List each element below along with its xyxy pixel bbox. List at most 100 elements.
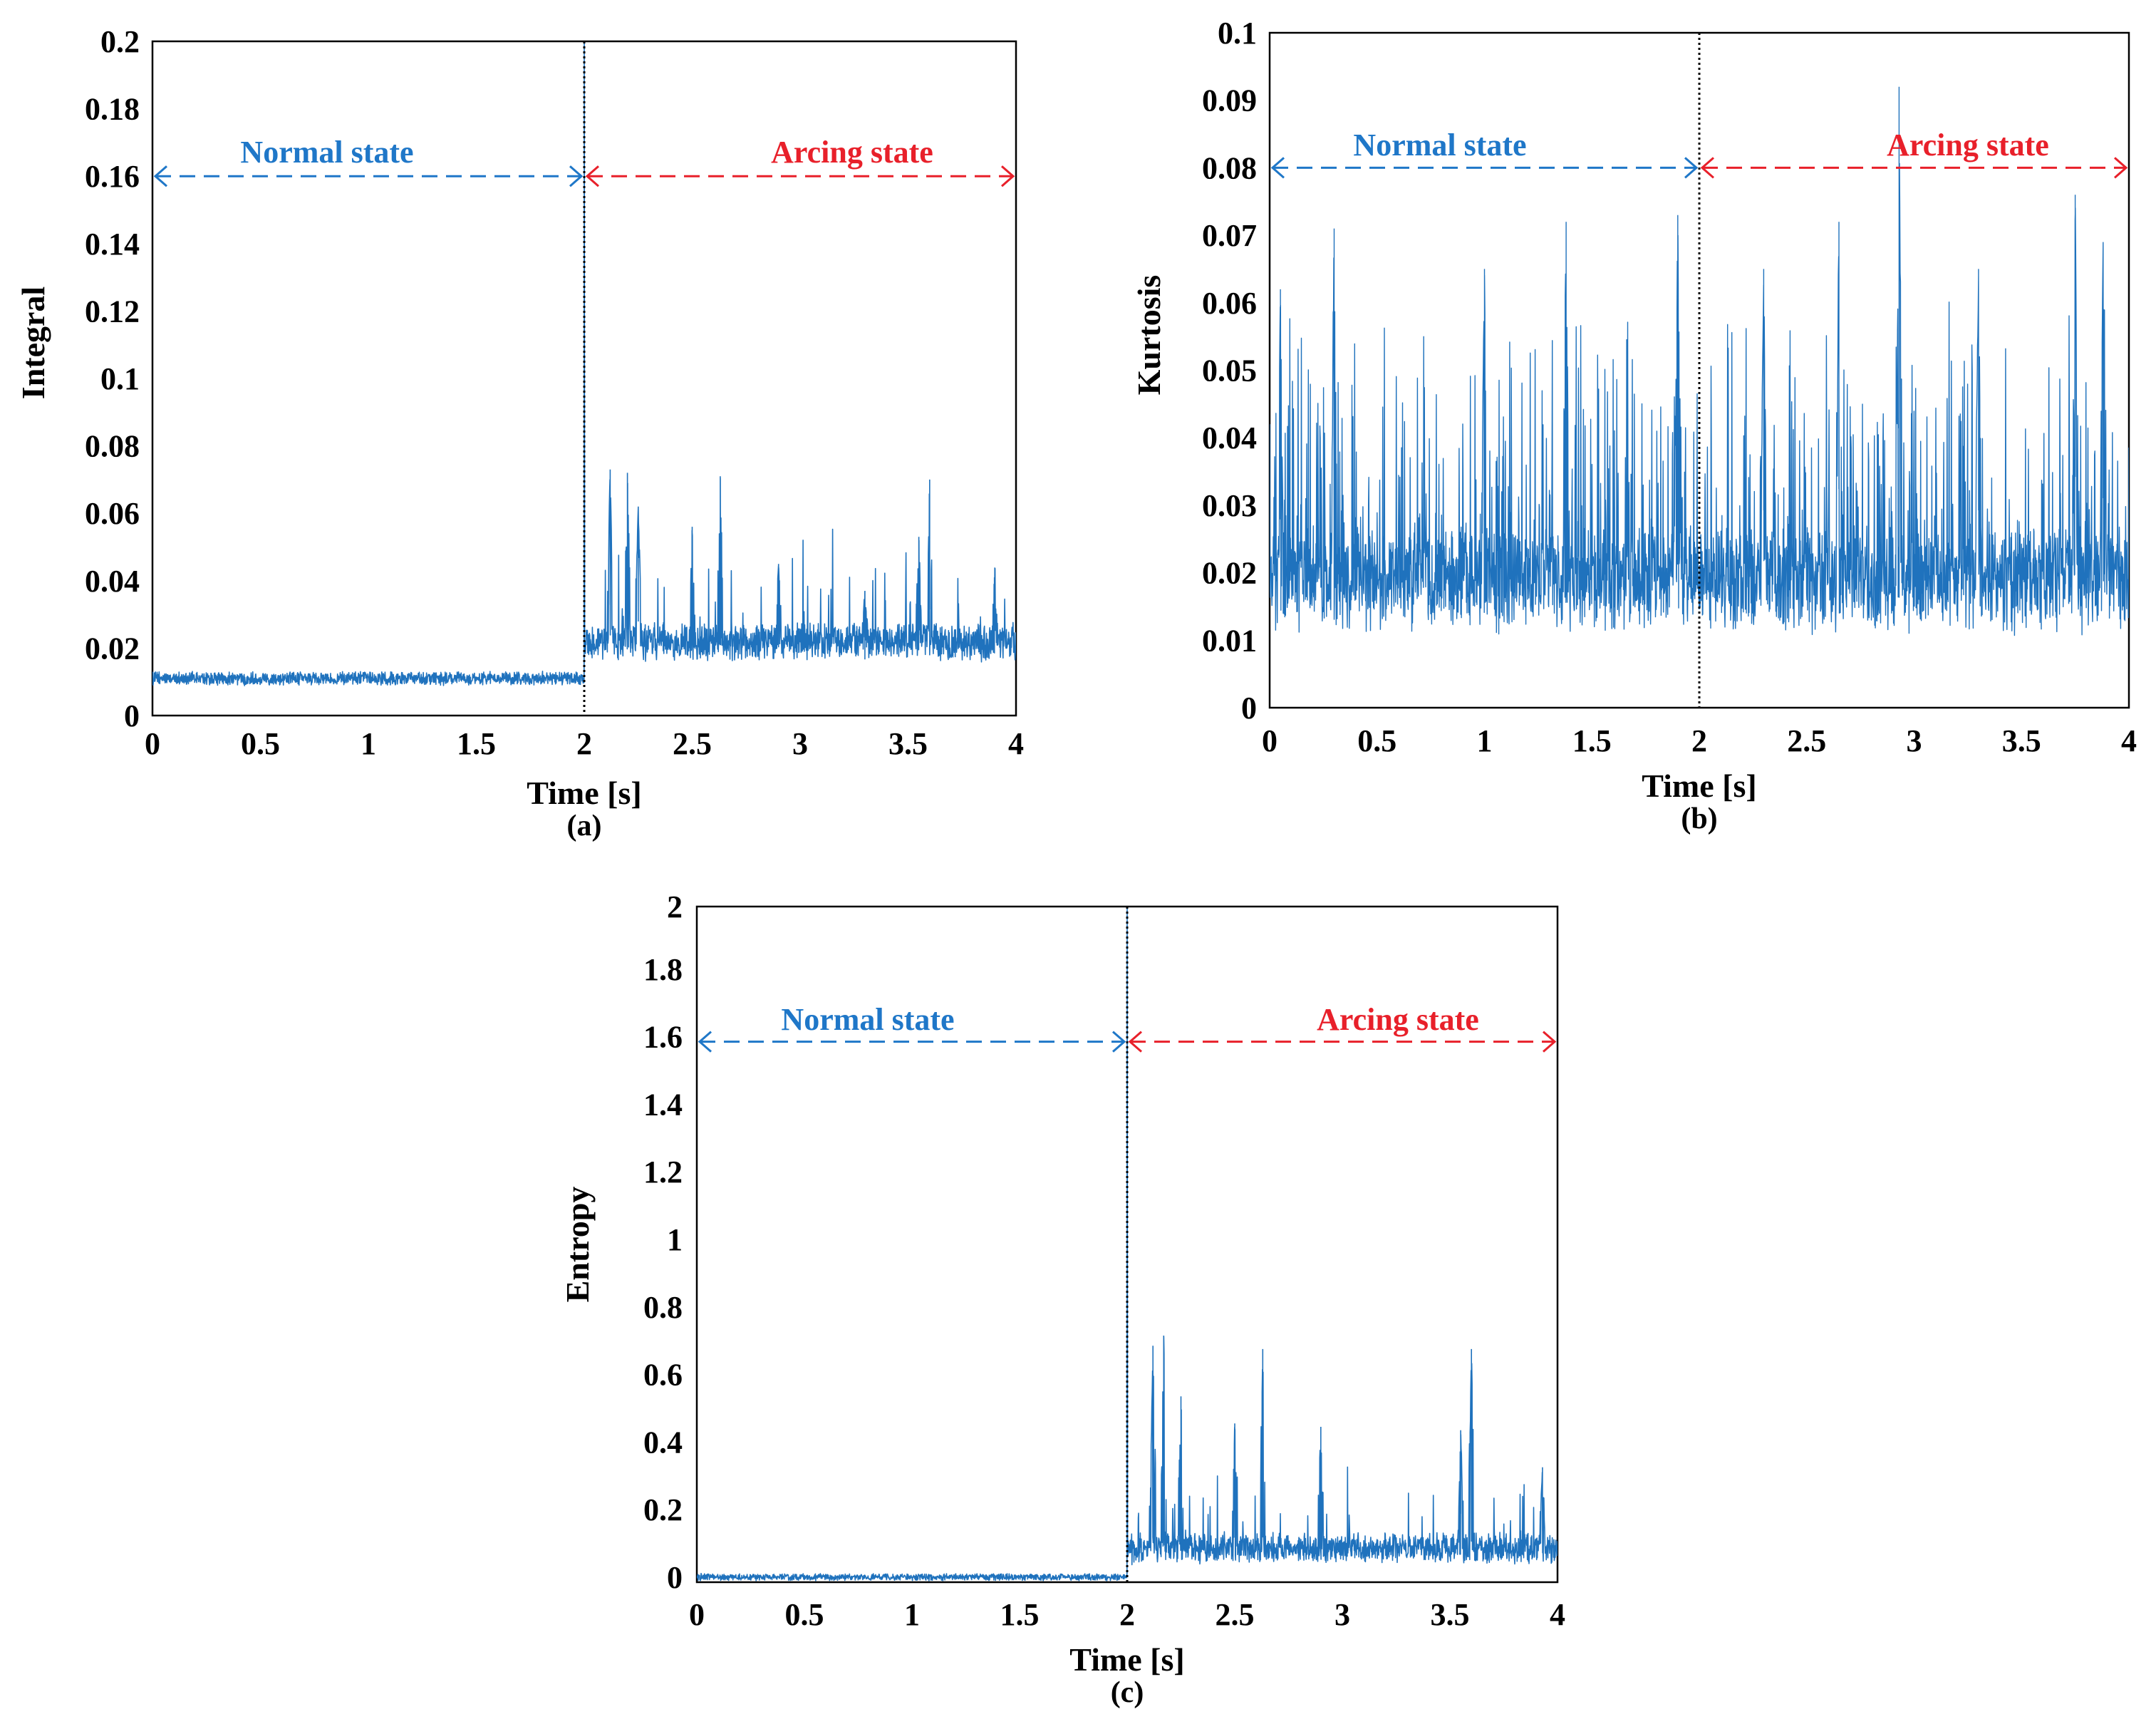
normal-state-arrowhead-right [1112, 1031, 1126, 1053]
y-tick-label: 0.08 [85, 429, 140, 464]
y-tick-label: 0.1 [1218, 16, 1257, 51]
x-tick-label: 1 [904, 1597, 920, 1632]
y-tick-label: 0.18 [85, 92, 140, 127]
arcing-state-label: Arcing state [1317, 1002, 1479, 1037]
x-tick-label: 4 [1550, 1597, 1565, 1632]
y-tick-label: 0.07 [1202, 218, 1257, 253]
y-axis-label: Kurtosis [1131, 275, 1167, 396]
y-ticks: 0 0.02 0.04 0.06 0.08 0.1 0.12 0.14 0.16… [85, 24, 140, 733]
x-tick-label: 2.5 [1787, 723, 1826, 758]
x-tick-label: 4 [2121, 723, 2137, 758]
y-tick-label: 0.08 [1202, 150, 1257, 185]
x-tick-label: 0 [689, 1597, 705, 1632]
y-tick-label: 0.02 [85, 631, 140, 666]
y-tick-label: 1.2 [643, 1155, 683, 1189]
x-tick-label: 4 [1008, 726, 1024, 761]
y-tick-label: 0.06 [85, 496, 140, 531]
y-tick-label: 0.06 [1202, 286, 1257, 321]
y-tick-label: 0.1 [100, 361, 140, 396]
plot-content [152, 41, 1016, 716]
normal-state-label: Normal state [1353, 128, 1526, 162]
x-axis-label: Time [s] [1642, 768, 1756, 804]
normal-state-arrowhead-right [569, 165, 584, 187]
normal-state-arrowhead-left [1270, 157, 1285, 179]
x-tick-label: 3.5 [1431, 1597, 1470, 1632]
x-tick-label: 0 [145, 726, 160, 761]
arcing-state-label: Arcing state [771, 135, 933, 170]
y-tick-label: 0.09 [1202, 83, 1257, 118]
arcing-state-arrowhead-right [1543, 1031, 1557, 1053]
normal-state-arrowhead-right [1684, 157, 1699, 179]
arcing-state-arrowhead-right [2114, 157, 2128, 179]
y-tick-label: 0.04 [1202, 420, 1257, 455]
chart-panel-c: 0 0.5 1 1.5 2 2.5 3 3.5 4 0 0.2 0.4 0.6 … [559, 889, 1565, 1709]
panel-label: (c) [1111, 1676, 1144, 1709]
chart-panel-b: 0 0.5 1 1.5 2 2.5 3 3.5 4 0 0.01 0.02 0.… [1131, 16, 2137, 835]
x-tick-label: 3 [1334, 1597, 1350, 1632]
y-tick-label: 1.8 [643, 952, 683, 987]
panel-label: (a) [567, 810, 602, 842]
x-axis-label: Time [s] [527, 775, 641, 811]
x-tick-label: 2 [1691, 723, 1707, 758]
x-tick-label: 3.5 [888, 726, 928, 761]
y-tick-label: 0 [667, 1560, 683, 1595]
y-tick-label: 0 [124, 698, 140, 733]
y-ticks: 0 0.2 0.4 0.6 0.8 1 1.2 1.4 1.6 1.8 2 [643, 889, 683, 1595]
y-tick-label: 0.04 [85, 564, 140, 599]
y-tick-label: 0.03 [1202, 488, 1257, 523]
arcing-state-label: Arcing state [1887, 128, 2049, 162]
y-tick-label: 0.16 [85, 159, 140, 194]
x-ticks: 0 0.5 1 1.5 2 2.5 3 3.5 4 [145, 726, 1024, 761]
y-tick-label: 0.6 [643, 1358, 683, 1393]
x-tick-label: 3 [792, 726, 808, 761]
x-tick-label: 2 [1119, 1597, 1135, 1632]
y-tick-label: 1.6 [643, 1020, 683, 1055]
y-tick-label: 2 [667, 889, 683, 924]
x-tick-label: 2.5 [673, 726, 712, 761]
normal-state-arrowhead-left [153, 165, 167, 187]
x-tick-label: 0.5 [785, 1597, 824, 1632]
y-tick-label: 0.12 [85, 294, 140, 329]
y-tick-label: 0.4 [643, 1425, 683, 1460]
x-axis-label: Time [s] [1069, 1641, 1184, 1678]
y-tick-label: 0.14 [85, 227, 140, 262]
y-axis-label: Entropy [559, 1187, 596, 1303]
x-tick-label: 1 [361, 726, 376, 761]
x-ticks: 0 0.5 1 1.5 2 2.5 3 3.5 4 [689, 1597, 1565, 1632]
x-ticks: 0 0.5 1 1.5 2 2.5 3 3.5 4 [1262, 723, 2137, 758]
y-ticks: 0 0.01 0.02 0.03 0.04 0.05 0.06 0.07 0.0… [1202, 16, 1257, 726]
y-tick-label: 0.8 [643, 1290, 683, 1325]
y-tick-label: 1 [667, 1222, 683, 1257]
chart-panel-a: 0 0.5 1 1.5 2 2.5 3 3.5 4 0 0.02 0.04 0.… [15, 24, 1024, 842]
x-tick-label: 2.5 [1216, 1597, 1255, 1632]
plot-content [1270, 33, 2129, 708]
y-tick-label: 0.02 [1202, 556, 1257, 591]
normal-state-label: Normal state [781, 1002, 954, 1037]
normal-state-label: Normal state [240, 135, 413, 170]
y-tick-label: 1.4 [643, 1087, 683, 1122]
x-tick-label: 3.5 [2002, 723, 2041, 758]
y-tick-label: 0.2 [100, 24, 140, 59]
x-tick-label: 0 [1262, 723, 1277, 758]
y-axis-label: Integral [15, 287, 51, 399]
x-tick-label: 1.5 [1572, 723, 1612, 758]
x-tick-label: 3 [1907, 723, 1922, 758]
plot-content [697, 907, 1558, 1582]
x-tick-label: 1 [1477, 723, 1493, 758]
x-tick-label: 0.5 [241, 726, 280, 761]
normal-state-arrowhead-left [698, 1031, 712, 1053]
arcing-state-arrowhead-left [1700, 157, 1714, 179]
x-tick-label: 1.5 [1000, 1597, 1040, 1632]
arcing-state-arrowhead-left [1128, 1031, 1142, 1053]
x-tick-label: 1.5 [457, 726, 496, 761]
arcing-state-arrowhead-right [1001, 165, 1015, 187]
y-tick-label: 0.05 [1202, 353, 1257, 388]
x-tick-label: 0.5 [1357, 723, 1396, 758]
y-tick-label: 0.01 [1202, 623, 1257, 658]
arcing-state-arrowhead-left [585, 165, 599, 187]
x-tick-label: 2 [576, 726, 592, 761]
y-tick-label: 0 [1241, 691, 1257, 726]
y-tick-label: 0.2 [643, 1492, 683, 1527]
panel-label: (b) [1681, 802, 1717, 835]
